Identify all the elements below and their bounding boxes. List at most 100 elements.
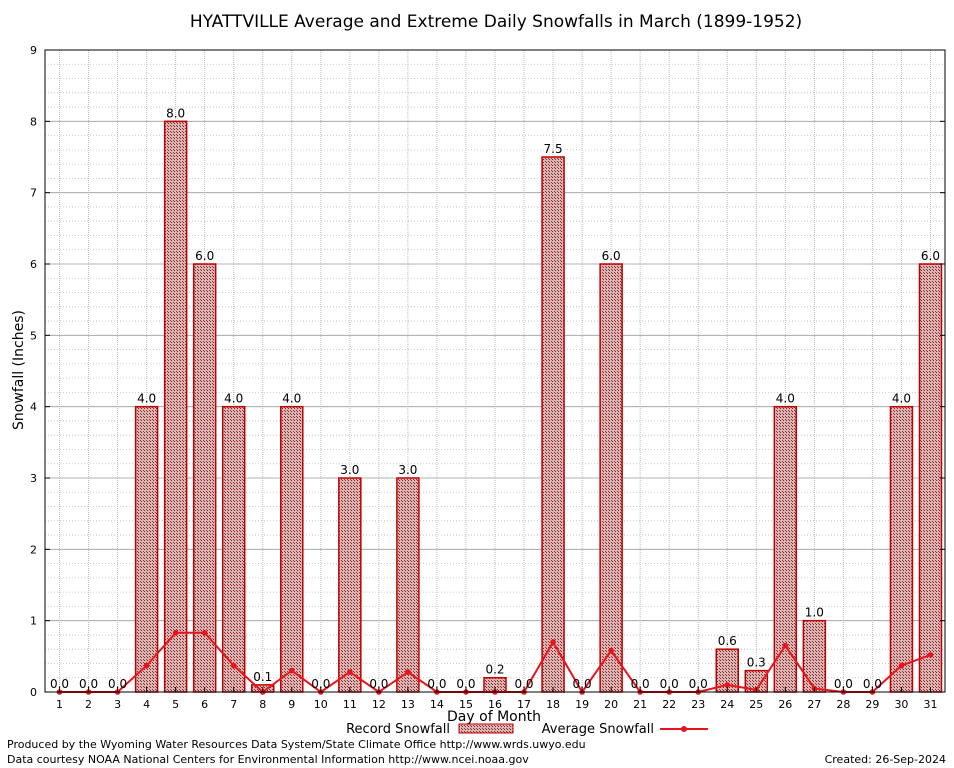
x-tick-label: 9 xyxy=(288,698,295,711)
bar-value-label: 4.0 xyxy=(892,392,911,406)
y-tick-label: 7 xyxy=(30,187,37,200)
bar-value-label: 0.0 xyxy=(427,677,446,691)
bar-value-label: 0.2 xyxy=(485,663,504,677)
chart-title: HYATTVILLE Average and Extreme Daily Sno… xyxy=(190,12,802,32)
created-date: Created: 26-Sep-2024 xyxy=(824,753,946,766)
record-snowfall-bar xyxy=(280,405,304,693)
x-tick-label: 3 xyxy=(114,698,121,711)
x-tick-label: 24 xyxy=(720,698,734,711)
y-tick-label: 2 xyxy=(30,543,37,556)
record-snowfall-bar xyxy=(163,120,188,693)
x-tick-label: 4 xyxy=(143,698,150,711)
average-snowfall-point xyxy=(201,629,208,636)
legend-record-snowfall-label: Record Snowfall xyxy=(346,722,450,737)
average-snowfall-point xyxy=(724,682,731,688)
x-tick-label: 2 xyxy=(85,698,92,711)
x-tick-label: 20 xyxy=(604,698,618,711)
x-tick-label: 16 xyxy=(488,698,502,711)
x-axis-label: Day of Month xyxy=(447,709,541,725)
legend-average-snowfall-label: Average Snowfall xyxy=(542,722,654,737)
record-snowfall-bar xyxy=(192,263,217,693)
x-tick-label: 17 xyxy=(517,698,531,711)
y-tick-label: 0 xyxy=(30,686,37,699)
bar-value-label: 0.0 xyxy=(660,677,679,691)
y-tick-label: 6 xyxy=(30,258,37,271)
data-courtesy-credit: Data courtesy NOAA National Centers for … xyxy=(7,753,529,766)
bar-value-label: 0.0 xyxy=(631,677,650,691)
bar-value-label: 0.0 xyxy=(834,677,853,691)
average-snowfall-point xyxy=(230,662,237,669)
x-tick-label: 8 xyxy=(259,698,266,711)
x-tick-label: 30 xyxy=(894,698,908,711)
x-tick-label: 10 xyxy=(314,698,328,711)
bar-value-label: 0.0 xyxy=(573,677,592,691)
x-tick-label: 11 xyxy=(343,698,357,711)
average-snowfall-point xyxy=(347,669,353,675)
x-tick-label: 15 xyxy=(459,698,473,711)
average-snowfall-point xyxy=(143,662,150,669)
bar-value-label: 4.0 xyxy=(282,392,301,406)
x-tick-label: 29 xyxy=(865,698,879,711)
bar-value-label: 1.0 xyxy=(805,606,824,620)
x-tick-label: 13 xyxy=(401,698,415,711)
y-axis-label: Snowfall (Inches) xyxy=(11,310,27,430)
bar-value-label: 6.0 xyxy=(921,249,940,263)
x-tick-label: 14 xyxy=(430,698,444,711)
bar-value-label: 0.0 xyxy=(79,677,98,691)
x-tick-label: 27 xyxy=(807,698,821,711)
bar-value-labels: 0.0 0.0 0.0 4.0 8.0 6.0 4.0 0.1 4.0 0.0 3.0 0.0 3.0 0… xyxy=(50,106,940,691)
average-snowfall-point xyxy=(927,652,934,658)
y-tick-label: 8 xyxy=(30,115,37,128)
y-tick-label: 9 xyxy=(30,44,37,57)
bar-value-label: 0.0 xyxy=(50,677,69,691)
record-snowfall-bar xyxy=(338,477,362,693)
produced-by-credit: Produced by the Wyoming Water Resources … xyxy=(7,738,586,751)
bar-value-label: 0.3 xyxy=(747,656,766,670)
bar-value-label: 0.0 xyxy=(514,677,533,691)
x-tick-label: 22 xyxy=(662,698,676,711)
legend-record-snowfall-swatch xyxy=(458,723,514,734)
bar-value-label: 3.0 xyxy=(340,463,359,477)
bar-value-label: 8.0 xyxy=(166,106,185,120)
x-tick-label: 25 xyxy=(749,698,763,711)
bar-value-label: 6.0 xyxy=(195,249,214,263)
record-snowfall-bar xyxy=(889,405,914,693)
x-tick-label: 26 xyxy=(778,698,792,711)
record-snowfall-bar xyxy=(134,405,159,693)
y-tick-label: 4 xyxy=(30,401,37,414)
bar-value-label: 0.0 xyxy=(311,677,330,691)
x-tick-label: 31 xyxy=(923,698,937,711)
legend: Record Snowfall Average Snowfall xyxy=(346,722,708,737)
record-snowfall-bar xyxy=(541,156,565,693)
x-tick-label: 6 xyxy=(201,698,208,711)
bar-value-label: 0.0 xyxy=(689,677,708,691)
bar-value-label: 4.0 xyxy=(137,392,156,406)
bar-value-label: 7.5 xyxy=(544,142,563,156)
x-tick-label: 23 xyxy=(691,698,705,711)
average-snowfall-point xyxy=(782,642,789,649)
record-snowfall-bar xyxy=(221,405,246,693)
bar-value-label: 0.0 xyxy=(456,677,475,691)
bar-value-label: 4.0 xyxy=(224,392,243,406)
bar-value-label: 0.0 xyxy=(863,677,882,691)
bar-value-label: 0.0 xyxy=(369,677,388,691)
y-tick-label: 3 xyxy=(30,472,37,485)
record-snowfall-bar xyxy=(773,405,798,693)
record-snowfall-bar xyxy=(802,619,827,693)
x-tick-label: 1 xyxy=(56,698,63,711)
average-snowfall-point xyxy=(608,647,614,654)
bar-value-label: 3.0 xyxy=(398,463,417,477)
record-snowfall-bar xyxy=(599,263,623,693)
x-tick-label: 12 xyxy=(372,698,386,711)
bar-value-label: 0.6 xyxy=(718,634,737,648)
record-snowfall-bar xyxy=(918,263,943,693)
average-snowfall-point xyxy=(550,639,556,645)
y-tick-label: 5 xyxy=(30,329,37,342)
x-tick-label: 18 xyxy=(546,698,560,711)
x-tick-label: 19 xyxy=(575,698,589,711)
average-snowfall-point xyxy=(405,669,411,675)
average-snowfall-point xyxy=(898,662,905,669)
y-tick-label: 1 xyxy=(30,615,37,628)
record-snowfall-bar xyxy=(396,477,420,693)
